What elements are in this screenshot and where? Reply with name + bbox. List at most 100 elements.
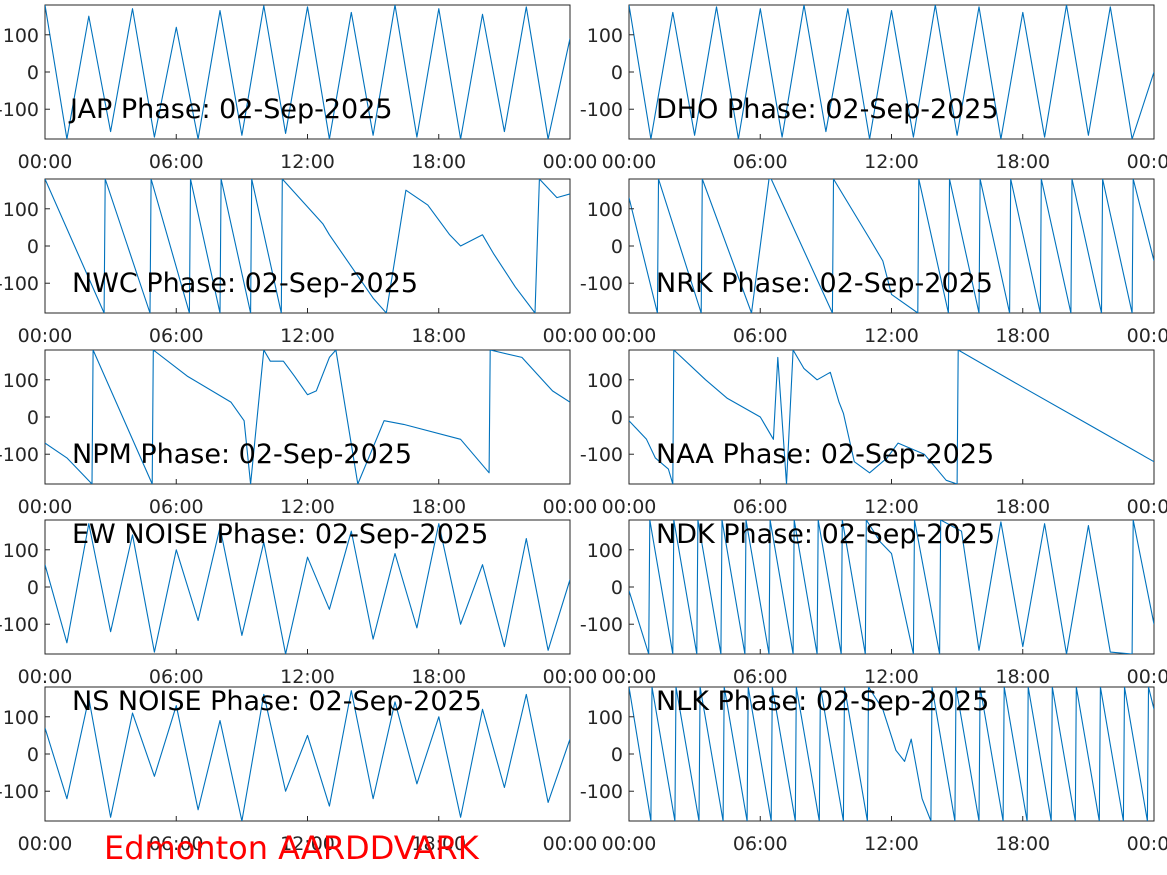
panel-3-x-tick-label: 00:00: [18, 325, 73, 347]
panel-10-y-tick-label: 100: [587, 707, 623, 729]
panel-4-y-tick-label: 100: [587, 199, 623, 221]
panel-2-x-tick-label: 00:00: [602, 151, 657, 173]
panel-10: 100 0 -100 00:00 06:00 12:00 18:00 00:00 NLK Pha…: [580, 686, 1167, 855]
panel-2-x-tick-label: 00:00: [1127, 151, 1167, 173]
panel-1: 100 0 -100 00:00 06:00 12:00 18:00 00:00 JAP Pha…: [0, 4, 598, 173]
panel-9-x-tick-label: 00:00: [543, 833, 598, 855]
panel-6: 100 0 -100 00:00 06:00 12:00 18:00 00:00 NAA Pha…: [580, 349, 1167, 518]
panel-1-x-tick-label: 06:00: [149, 151, 204, 173]
panel-3-phase-trace: [45, 179, 570, 313]
panel-9-y-tick-label: 100: [3, 707, 39, 729]
panel-5-x-tick-label: 12:00: [280, 496, 335, 518]
panel-9: 100 0 -100 00:00 06:00 12:00 18:00 00:00 NS NOIS…: [0, 686, 597, 855]
panel-4-title: NRK Phase: 02-Sep-2025: [656, 268, 993, 299]
panel-1-title: JAP Phase: 02-Sep-2025: [68, 94, 393, 125]
panel-6-y-tick-label: 100: [587, 370, 623, 392]
panel-10-x-tick-label: 00:00: [602, 833, 657, 855]
panel-3-x-tick-label: 00:00: [543, 325, 598, 347]
panel-6-x-tick-label: 00:00: [602, 496, 657, 518]
panel-5-x-tick-label: 00:00: [543, 496, 598, 518]
panel-1-phase-trace: [45, 5, 570, 139]
panel-9-x-tick-label: 00:00: [18, 833, 73, 855]
panel-3-x-tick-label: 06:00: [149, 325, 204, 347]
panel-7-y-tick-label: -100: [0, 614, 39, 636]
panel-2-title: DHO Phase: 02-Sep-2025: [656, 94, 999, 125]
panel-2-y-tick-label: 100: [587, 25, 623, 47]
panel-1-x-tick-label: 12:00: [280, 151, 335, 173]
panel-7: 100 0 -100 00:00 06:00 12:00 18:00 00:00 EW NOIS…: [0, 519, 597, 688]
panel-8-y-tick-label: 100: [587, 540, 623, 562]
panel-2-phase-trace: [629, 5, 1154, 139]
panel-7-y-tick-label: 100: [3, 540, 39, 562]
panel-10-x-tick-label: 12:00: [864, 833, 919, 855]
panel-6-y-tick-label: 0: [611, 407, 623, 429]
panel-3: 100 0 -100 00:00 06:00 12:00 18:00 00:00 NWC Pha…: [0, 178, 598, 347]
panel-4-y-tick-label: -100: [580, 273, 623, 295]
panel-8: 100 0 -100 00:00 06:00 12:00 18:00 00:00 NDK Pha…: [580, 519, 1167, 688]
panel-10-x-tick-label: 06:00: [733, 833, 788, 855]
panel-5-x-tick-label: 06:00: [149, 496, 204, 518]
panel-9-title: NS NOISE Phase: 02-Sep-2025: [72, 686, 482, 717]
panel-2-x-tick-label: 18:00: [995, 151, 1050, 173]
panel-10-title: NLK Phase: 02-Sep-2025: [656, 686, 989, 717]
panel-6-phase-trace: [629, 350, 1154, 484]
panel-8-x-tick-label: 00:00: [602, 666, 657, 688]
panel-8-x-tick-label: 00:00: [1127, 666, 1167, 688]
panel-4-x-tick-label: 06:00: [733, 325, 788, 347]
panel-2-y-tick-label: 0: [611, 62, 623, 84]
panel-8-phase-trace: [629, 520, 1154, 654]
panel-5-x-tick-label: 00:00: [18, 496, 73, 518]
panel-9-x-tick-label: 18:00: [411, 833, 466, 855]
panel-4-y-tick-label: 0: [611, 236, 623, 258]
panel-7-x-tick-label: 00:00: [543, 666, 598, 688]
panel-2-x-tick-label: 06:00: [733, 151, 788, 173]
panel-7-y-tick-label: 0: [27, 577, 39, 599]
panel-1-y-tick-label: -100: [0, 99, 39, 121]
panel-8-x-tick-label: 06:00: [733, 666, 788, 688]
panel-6-x-tick-label: 06:00: [733, 496, 788, 518]
panel-1-x-tick-label: 00:00: [543, 151, 598, 173]
panel-4-phase-trace: [629, 179, 1154, 313]
panel-10-x-tick-label: 18:00: [995, 833, 1050, 855]
panel-4-x-tick-label: 00:00: [602, 325, 657, 347]
panel-10-y-tick-label: 0: [611, 744, 623, 766]
panel-4-x-tick-label: 18:00: [995, 325, 1050, 347]
panel-3-y-tick-label: 0: [27, 236, 39, 258]
panel-5-y-tick-label: 0: [27, 407, 39, 429]
panel-4: 100 0 -100 00:00 06:00 12:00 18:00 00:00 NRK Pha…: [580, 178, 1167, 347]
panel-10-phase-trace: [629, 687, 1154, 821]
panel-5: 100 0 -100 00:00 06:00 12:00 18:00 00:00 NPM Pha…: [0, 349, 598, 518]
panel-7-x-tick-label: 12:00: [280, 666, 335, 688]
panel-7-x-tick-label: 18:00: [411, 666, 466, 688]
panel-5-title: NPM Phase: 02-Sep-2025: [72, 439, 412, 470]
panel-2: 100 0 -100 00:00 06:00 12:00 18:00 00:00 DHO Pha…: [580, 4, 1167, 173]
panel-4-x-tick-label: 00:00: [1127, 325, 1167, 347]
panel-6-x-tick-label: 00:00: [1127, 496, 1167, 518]
panel-5-x-tick-label: 18:00: [411, 496, 466, 518]
panel-10-x-tick-label: 00:00: [1127, 833, 1167, 855]
panel-10-y-tick-label: -100: [580, 781, 623, 803]
panel-8-y-tick-label: -100: [580, 614, 623, 636]
panel-1-y-tick-label: 0: [27, 62, 39, 84]
panel-8-x-tick-label: 18:00: [995, 666, 1050, 688]
panel-8-title: NDK Phase: 02-Sep-2025: [656, 519, 995, 550]
panel-6-x-tick-label: 18:00: [995, 496, 1050, 518]
panel-7-title: EW NOISE Phase: 02-Sep-2025: [72, 519, 488, 550]
panel-8-y-tick-label: 0: [611, 577, 623, 599]
panel-3-x-tick-label: 12:00: [280, 325, 335, 347]
panel-3-x-tick-label: 18:00: [411, 325, 466, 347]
panel-2-y-tick-label: -100: [580, 99, 623, 121]
panel-1-y-tick-label: 100: [3, 25, 39, 47]
panel-7-phase-trace: [45, 523, 570, 654]
panel-2-x-tick-label: 12:00: [864, 151, 919, 173]
panel-9-x-tick-label: 12:00: [280, 833, 335, 855]
panel-7-x-tick-label: 00:00: [18, 666, 73, 688]
panel-8-x-tick-label: 12:00: [864, 666, 919, 688]
panel-3-title: NWC Phase: 02-Sep-2025: [72, 268, 418, 299]
panel-5-y-tick-label: 100: [3, 370, 39, 392]
panel-9-y-tick-label: 0: [27, 744, 39, 766]
panel-9-x-tick-label: 06:00: [149, 833, 204, 855]
panel-5-y-tick-label: -100: [0, 444, 39, 466]
panel-1-x-tick-label: 00:00: [18, 151, 73, 173]
